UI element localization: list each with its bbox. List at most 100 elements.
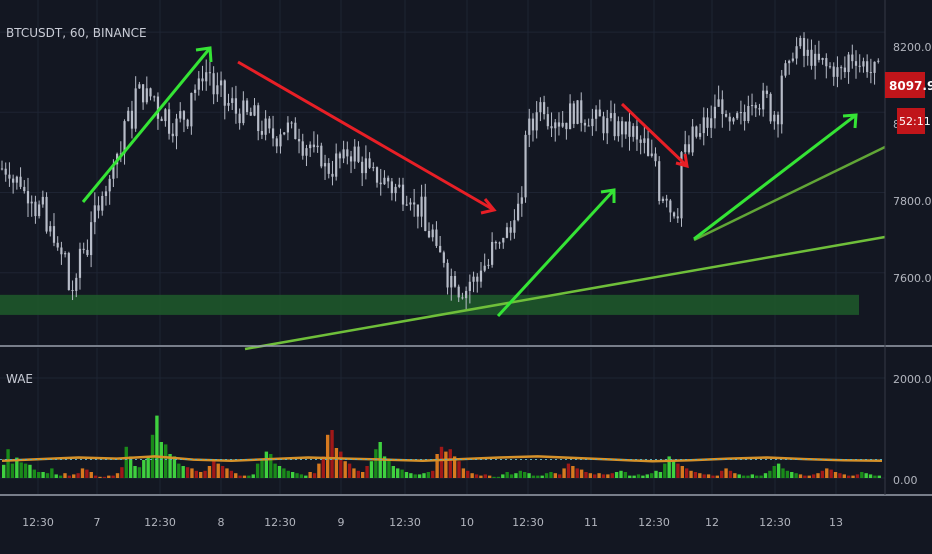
wae-bar	[264, 451, 269, 478]
wae-bar	[32, 469, 37, 478]
candle-body	[71, 290, 74, 292]
candle-body	[227, 102, 230, 106]
wae-bar	[339, 451, 343, 478]
candle-body	[253, 105, 256, 116]
trendline-long	[244, 235, 886, 351]
bar-countdown: 52:11	[899, 115, 931, 128]
wae-bar	[6, 449, 10, 478]
candle-body	[576, 100, 579, 124]
candle-body	[776, 114, 780, 125]
price-tick-label: 8200.00	[893, 41, 932, 54]
wae-bar	[199, 472, 203, 478]
candle-body	[41, 196, 44, 205]
wae-bar	[37, 472, 41, 478]
wae-bar	[623, 472, 628, 478]
candle-body	[446, 262, 449, 288]
wae-bar	[172, 456, 177, 478]
candle-body	[747, 106, 750, 122]
candle-body	[691, 126, 694, 153]
candle-body	[535, 112, 538, 131]
wae-tick-label: 0.00	[893, 474, 918, 487]
wae-bar	[128, 456, 133, 478]
wae-bar	[658, 472, 663, 478]
candle-body	[543, 102, 546, 115]
wae-bar	[361, 472, 365, 478]
wae-bar	[290, 472, 295, 478]
wae-bar	[234, 473, 238, 478]
candle-body	[387, 177, 390, 182]
candle-body	[212, 73, 215, 95]
candle-body	[145, 88, 148, 103]
candle-body	[424, 196, 427, 231]
wae-bar	[514, 473, 518, 478]
wae-bar	[842, 474, 846, 478]
wae-bar	[676, 463, 680, 478]
wae-bar	[181, 466, 185, 478]
annotation-arrows	[81, 46, 858, 318]
wae-bar	[706, 474, 711, 478]
candle-body	[669, 200, 672, 213]
candle-body	[123, 121, 126, 154]
candle-body	[197, 78, 200, 90]
wae-bar	[562, 468, 566, 478]
candle-body	[836, 67, 839, 77]
wae-bar	[212, 461, 216, 478]
wae-bar	[352, 468, 356, 478]
candle-body	[338, 153, 341, 159]
wae-bar	[873, 475, 877, 478]
candle-body	[468, 281, 471, 291]
candle-body	[413, 202, 416, 205]
candle-body	[609, 113, 613, 119]
candle-body	[832, 66, 835, 77]
candle-body	[569, 103, 572, 130]
wae-bar	[273, 463, 277, 478]
wae-bar	[321, 456, 325, 478]
candle-body	[873, 61, 876, 73]
wae-bar	[855, 474, 860, 478]
candle-body	[19, 176, 22, 187]
wae-bar	[251, 474, 255, 478]
wae-bar	[829, 469, 833, 478]
wae-bar	[702, 474, 706, 478]
candle-body	[825, 58, 828, 67]
wae-bar	[216, 463, 220, 478]
candle-body	[0, 168, 4, 170]
candle-body	[8, 174, 11, 179]
wae-bar	[724, 468, 728, 478]
time-tick-label: 12:30	[264, 516, 296, 529]
candle-body	[275, 138, 278, 147]
wae-bar	[522, 472, 527, 478]
wae-bar	[185, 467, 190, 478]
candle-body	[316, 145, 319, 148]
candle-body	[34, 201, 37, 217]
wae-bar	[536, 475, 540, 478]
wae-bar	[505, 472, 509, 478]
candle-body	[361, 161, 364, 174]
wae-bar	[391, 466, 396, 478]
candle-body	[628, 121, 631, 137]
candle-body	[346, 149, 349, 157]
candle-body	[127, 110, 130, 122]
candle-body	[182, 111, 186, 120]
wae-bar	[597, 473, 601, 478]
candle-body	[554, 122, 557, 129]
current-price: 8097.94	[889, 79, 932, 93]
wae-bar	[584, 472, 588, 478]
wae-bar	[496, 476, 501, 478]
candle-body	[390, 181, 393, 194]
wae-bar	[698, 473, 702, 478]
candle-body	[420, 196, 423, 217]
wae-bar	[614, 472, 619, 478]
candle-body	[869, 72, 872, 74]
up-arrow-2	[496, 188, 616, 318]
wae-bar	[15, 457, 19, 478]
wae-bar	[846, 475, 851, 478]
candle-body	[245, 100, 249, 113]
candle-body	[372, 167, 375, 169]
candle-body	[398, 184, 401, 187]
candle-body	[513, 220, 516, 233]
wae-bar	[641, 475, 645, 478]
wae-bar	[10, 463, 15, 478]
